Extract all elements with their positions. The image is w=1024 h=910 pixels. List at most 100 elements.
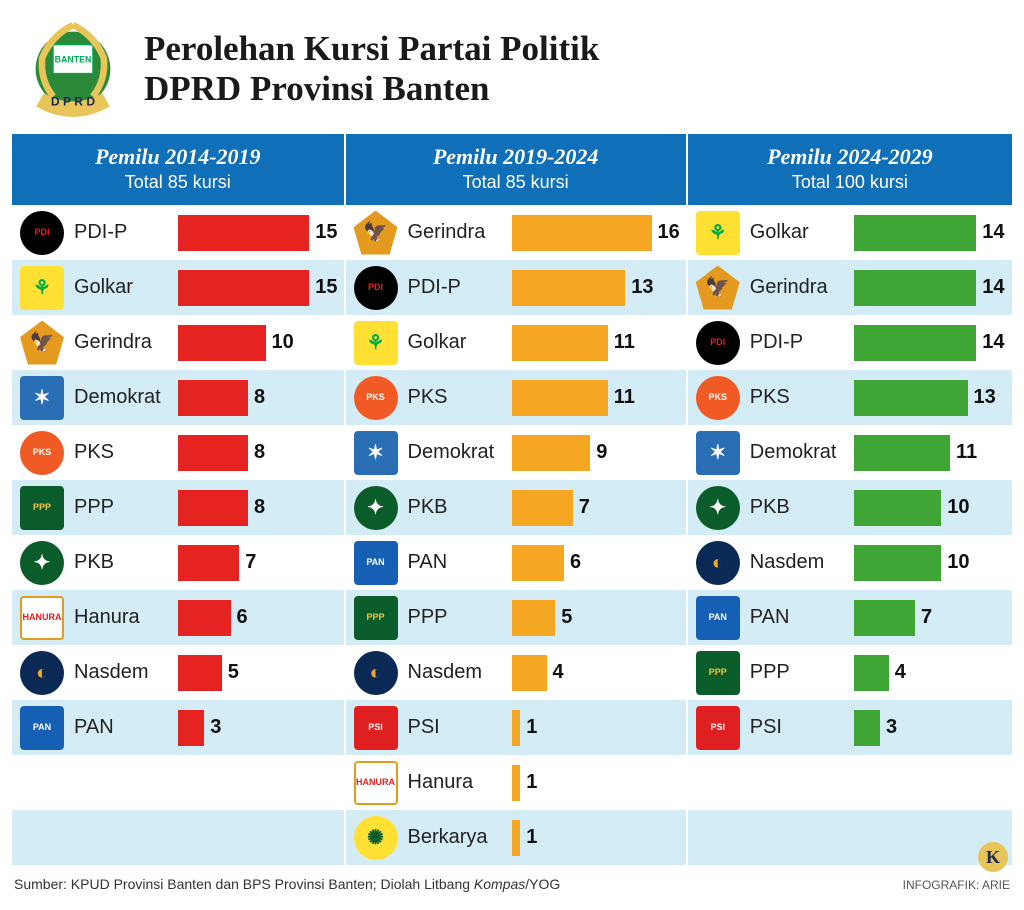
party-name: PKB [408, 496, 512, 519]
party-row: HANURA Hanura 6 [12, 590, 344, 645]
bar [178, 655, 222, 691]
bar [854, 435, 950, 471]
demokrat-logo-icon: ✶ [354, 431, 398, 475]
column-subtitle: Total 85 kursi [350, 172, 682, 193]
column-title: Pemilu 2019-2024 [350, 144, 682, 170]
bar-area: 8 [178, 425, 338, 480]
column-title: Pemilu 2024-2029 [692, 144, 1008, 170]
page-title: Perolehan Kursi Partai Politik DPRD Prov… [144, 29, 599, 110]
party-name: PKB [74, 551, 178, 574]
credit-text: INFOGRAFIK: ARIE [903, 878, 1010, 892]
party-row: ✦PKB7 [346, 480, 686, 535]
party-row: ◐Nasdem4 [346, 645, 686, 700]
party-row [688, 755, 1012, 810]
pkb-logo-icon: ✦ [696, 486, 740, 530]
bar-value: 10 [272, 331, 294, 354]
column-header: Pemilu 2014-2019Total 85 kursi [12, 134, 344, 205]
bar-value: 7 [245, 551, 256, 574]
bar-area: 5 [512, 590, 680, 645]
election-column: Pemilu 2014-2019Total 85 kursiPDIPDI-P15… [12, 134, 344, 865]
party-row: ✦PKB7 [12, 535, 344, 590]
party-row: PKS PKS 8 [12, 425, 344, 480]
column-header: Pemilu 2024-2029Total 100 kursi [688, 134, 1012, 205]
bar-value: 15 [315, 276, 337, 299]
bar-area: 7 [512, 480, 680, 535]
bar-area: 4 [512, 645, 680, 700]
bar-area: 3 [178, 700, 338, 755]
bar-area: 5 [178, 645, 338, 700]
party-name: PAN [408, 551, 512, 574]
bar-value: 16 [658, 221, 680, 244]
bar [854, 215, 977, 251]
bar-area: 6 [178, 590, 338, 645]
bar-area: 9 [512, 425, 680, 480]
bar-value: 14 [982, 221, 1004, 244]
party-row: ⚘Golkar15 [12, 260, 344, 315]
bar [512, 710, 521, 746]
bar-value: 3 [210, 716, 221, 739]
bar-value: 11 [956, 441, 977, 464]
bar [512, 325, 608, 361]
ppp-logo-icon: PPP [20, 486, 64, 530]
bar-value: 4 [895, 661, 906, 684]
nasdem-logo-icon: ◐ [354, 651, 398, 695]
party-row: PDIPDI-P13 [346, 260, 686, 315]
party-row: PPPPPP8 [12, 480, 344, 535]
bar [854, 380, 968, 416]
party-row: ✺Berkarya1 [346, 810, 686, 865]
column-header: Pemilu 2019-2024Total 85 kursi [346, 134, 686, 205]
bar [512, 270, 626, 306]
bar [854, 325, 977, 361]
bar [178, 490, 248, 526]
party-row: ⚘Golkar14 [688, 205, 1012, 260]
party-name: PKS [750, 386, 854, 409]
bar-area: 16 [512, 205, 680, 260]
bar [512, 435, 591, 471]
header: BANTEN D P R D Perolehan Kursi Partai Po… [0, 0, 1024, 134]
party-name: PPP [750, 661, 854, 684]
pks-logo-icon: PKS [354, 376, 398, 420]
bar-area: 8 [178, 370, 338, 425]
bar-area: 11 [512, 370, 680, 425]
bar-value: 4 [553, 661, 564, 684]
party-row: ✶Demokrat8 [12, 370, 344, 425]
bar-value: 5 [228, 661, 239, 684]
hanura-logo-icon: HANURA [20, 596, 64, 640]
party-name: PKS [74, 441, 178, 464]
bar-value: 13 [974, 386, 996, 409]
pks-logo-icon: PKS [20, 431, 64, 475]
party-row: ✦PKB10 [688, 480, 1012, 535]
pdip-logo-icon: PDI [354, 266, 398, 310]
party-row: PPPPPP5 [346, 590, 686, 645]
party-name: PPP [74, 496, 178, 519]
title-line-2: DPRD Provinsi Banten [144, 69, 490, 108]
party-name: Golkar [750, 221, 854, 244]
bar-area: 13 [854, 370, 1006, 425]
bar [854, 490, 942, 526]
bar [178, 215, 309, 251]
rows: ⚘Golkar14🦅Gerindra14PDIPDI-P14PKSPKS13✶D… [688, 205, 1012, 865]
bar-value: 6 [237, 606, 248, 629]
columns-container: Pemilu 2014-2019Total 85 kursiPDIPDI-P15… [0, 134, 1024, 865]
party-row: PSIPSI1 [346, 700, 686, 755]
bar-value: 8 [254, 441, 265, 464]
party-row [688, 810, 1012, 865]
psi-logo-icon: PSI [696, 706, 740, 750]
bar [178, 545, 239, 581]
title-line-1: Perolehan Kursi Partai Politik [144, 29, 599, 68]
party-name: Hanura [74, 606, 178, 629]
party-row: ◐Nasdem5 [12, 645, 344, 700]
bar-value: 7 [579, 496, 590, 519]
party-name: PKS [408, 386, 512, 409]
footer: Sumber: KPUD Provinsi Banten dan BPS Pro… [14, 876, 1010, 892]
bar-value: 3 [886, 716, 897, 739]
party-row: 🦅Gerindra16 [346, 205, 686, 260]
bar-value: 15 [315, 221, 337, 244]
party-row: HANURAHanura1 [346, 755, 686, 810]
bar-area: 15 [178, 260, 338, 315]
bar-value: 13 [631, 276, 653, 299]
election-column: Pemilu 2019-2024Total 85 kursi🦅Gerindra1… [344, 134, 686, 865]
bar [854, 655, 889, 691]
column-title: Pemilu 2014-2019 [16, 144, 340, 170]
bar-area: 15 [178, 205, 338, 260]
